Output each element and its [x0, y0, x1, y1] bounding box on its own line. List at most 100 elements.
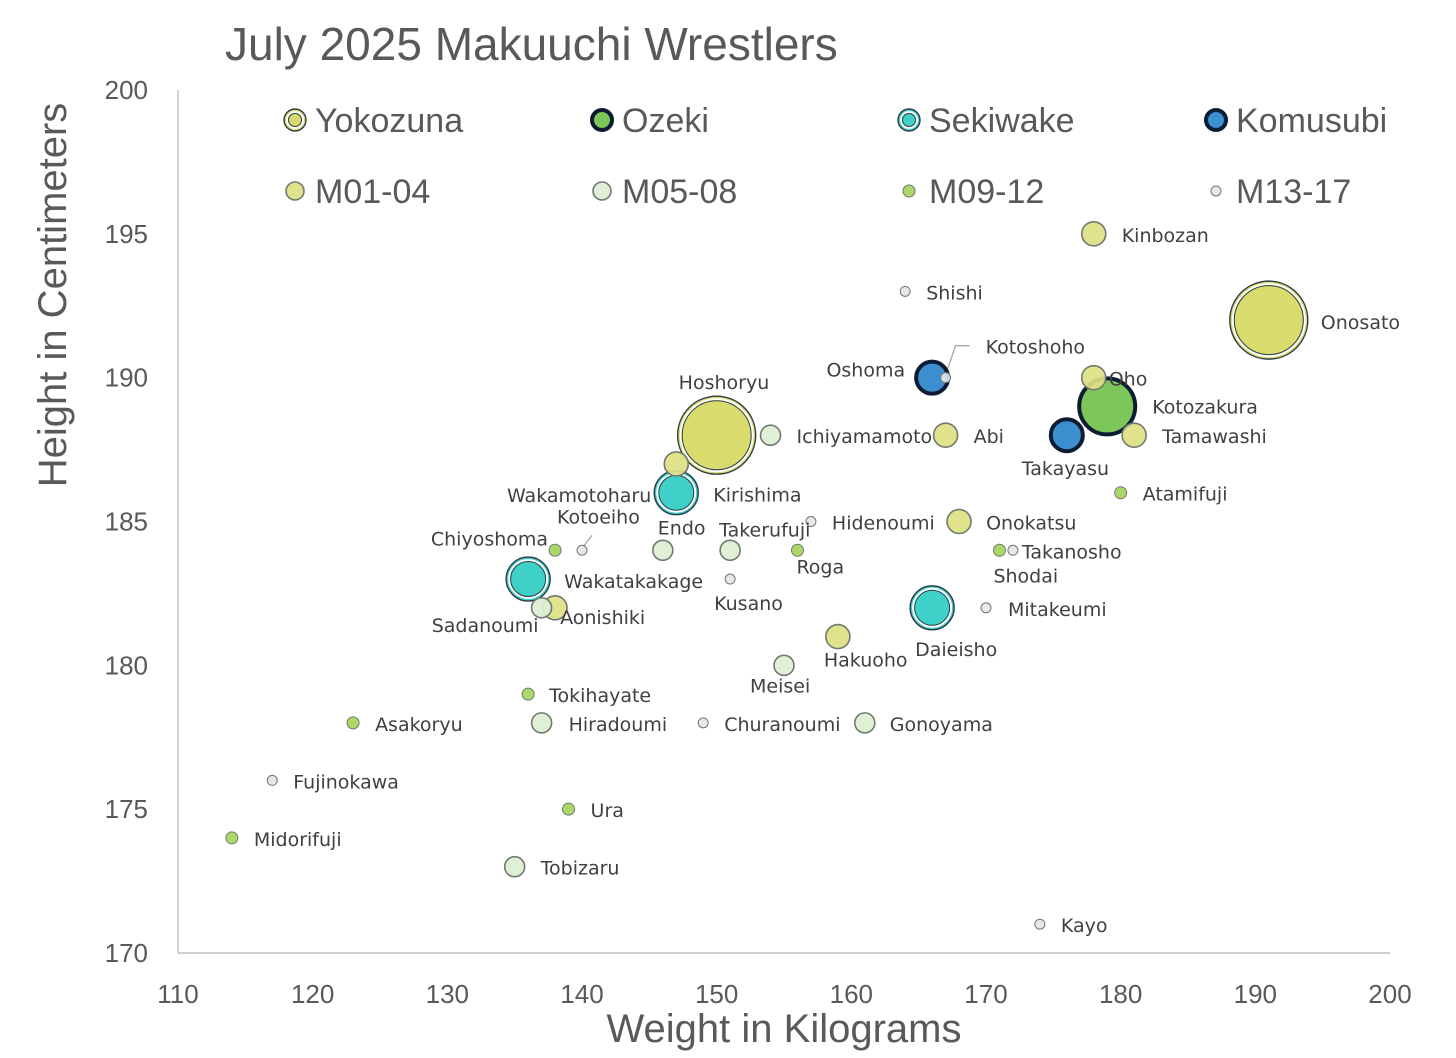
point-daieisho [909, 585, 955, 631]
y-tick-label: 175 [105, 794, 148, 824]
point-label-kayo: Kayo [1061, 915, 1108, 937]
point-label-tobizaru: Tobizaru [540, 858, 620, 880]
legend-label-sekiwake: Sekiwake [929, 102, 1075, 140]
point-ura [562, 802, 576, 816]
point-chiyoshoma [548, 543, 562, 557]
point-label-gonoyama: Gonoyama [890, 714, 993, 736]
point-label-asakoryu: Asakoryu [375, 714, 463, 736]
point-label-hiradoumi: Hiradoumi [569, 714, 668, 736]
y-axis-title: Height in Centimeters [31, 103, 75, 488]
point-label-midorifuji: Midorifuji [254, 829, 342, 851]
point-abi [932, 422, 959, 449]
point-label-churanoumi: Churanoumi [724, 714, 840, 736]
legend-marker-m05-08 [592, 181, 612, 201]
y-tick-label: 190 [105, 363, 148, 393]
x-tick-label: 110 [157, 979, 198, 1009]
point-label-daieisho: Daieisho [915, 639, 997, 661]
legend: Yokozuna Ozeki Sekiwake Komusubi M01-04 M05-0… [283, 102, 1387, 211]
axes [177, 90, 1390, 954]
point-shishi [899, 285, 911, 297]
legend-marker-komusubi [1204, 108, 1228, 132]
legend-marker-yokozuna [283, 108, 307, 132]
point-gonoyama [853, 712, 876, 734]
point-label-kirishima: Kirishima [713, 485, 801, 507]
point-wakamotoharu [663, 451, 690, 477]
point-label-fujinokawa: Fujinokawa [293, 771, 399, 793]
point-hiradoumi [530, 712, 553, 734]
point-label-onosato: Onosato [1321, 312, 1400, 334]
legend-marker-m01-04 [285, 181, 305, 201]
legend-label-m09-12: M09-12 [929, 173, 1044, 211]
legend-label-m01-04: M01-04 [315, 173, 430, 211]
y-tick-label: 195 [105, 219, 148, 249]
legend-label-komusubi: Komusubi [1236, 102, 1387, 140]
point-takayasu [1048, 417, 1085, 454]
point-wakatakakage [505, 556, 551, 602]
x-tick-label: 180 [1099, 979, 1142, 1009]
point-roga [790, 543, 804, 557]
legend-marker-m13-17 [1210, 185, 1222, 197]
point-label-sadanoumi: Sadanoumi [432, 615, 539, 637]
point-fujinokawa [266, 774, 278, 786]
point-midorifuji [225, 831, 239, 845]
data-points [225, 221, 1309, 930]
legend-marker-sekiwake [897, 108, 921, 132]
point-takerufuji [719, 539, 741, 562]
legend-marker-m09-12 [902, 184, 916, 198]
point-label-aonishiki: Aonishiki [560, 607, 645, 629]
leader-line-kotoshoho [944, 345, 970, 375]
point-label-meisei: Meisei [750, 675, 810, 697]
legend-item-m05-08: M05-08 [592, 173, 737, 211]
y-tick-label: 180 [105, 650, 148, 680]
point-label-takerufuji: Takerufuji [718, 519, 810, 541]
x-axis-title: Weight in Kilograms [607, 1007, 962, 1051]
point-kayo [1034, 918, 1046, 930]
legend-label-m13-17: M13-17 [1236, 173, 1351, 211]
point-hidenoumi [805, 516, 817, 527]
point-asakoryu [346, 716, 360, 730]
point-mitakeumi [980, 602, 992, 614]
point-label-takanosho: Takanosho [1021, 541, 1122, 563]
x-tick-label: 130 [426, 979, 469, 1009]
legend-item-m09-12: M09-12 [902, 173, 1044, 211]
point-label-takayasu: Takayasu [1021, 458, 1109, 480]
x-tick-label: 150 [695, 979, 738, 1009]
point-shodai [992, 543, 1006, 557]
y-tick-label: 200 [105, 75, 148, 105]
point-meisei [773, 654, 795, 677]
point-tamawashi [1121, 422, 1147, 449]
point-label-ichiyamamoto: Ichiyamamoto [797, 426, 933, 448]
y-tick-label: 170 [105, 938, 148, 968]
legend-item-sekiwake: Sekiwake [897, 102, 1075, 140]
point-onosato [1229, 280, 1309, 360]
point-kotoeiho [576, 544, 588, 556]
point-label-kotoeiho: Kotoeiho [557, 506, 640, 528]
point-oho [1080, 364, 1107, 391]
point-label-wakamotoharu: Wakamotoharu [507, 485, 651, 507]
chart-title: July 2025 Makuuchi Wrestlers [225, 18, 838, 70]
point-sadanoumi [530, 596, 553, 619]
tick-labels: 110 120 130 140 150 160 170 180 190 200 170 175 180 1… [105, 75, 1412, 1009]
point-onokatsu [946, 508, 972, 535]
x-tick-label: 190 [1234, 979, 1277, 1009]
point-label-tokihayate: Tokihayate [548, 685, 651, 707]
point-endo [651, 539, 674, 562]
point-label-chiyoshoma: Chiyoshoma [431, 528, 548, 550]
legend-item-komusubi: Komusubi [1204, 102, 1387, 140]
point-label-kusano: Kusano [714, 593, 783, 615]
x-tick-label: 200 [1368, 979, 1411, 1009]
point-kotozakura [1077, 376, 1138, 437]
legend-label-yokozuna: Yokozuna [315, 102, 463, 140]
legend-item-ozeki: Ozeki [590, 102, 709, 140]
point-tobizaru [503, 855, 526, 878]
point-label-ura: Ura [591, 800, 624, 822]
point-label-hidenoumi: Hidenoumi [832, 513, 935, 535]
x-tick-label: 120 [291, 979, 334, 1009]
point-kirishima [653, 470, 699, 516]
point-label-mitakeumi: Mitakeumi [1008, 599, 1107, 621]
legend-label-ozeki: Ozeki [622, 102, 709, 140]
point-label-roga: Roga [796, 556, 844, 578]
point-label-oho: Oho [1109, 369, 1148, 391]
point-kinbozan [1080, 221, 1107, 247]
point-kusano [724, 573, 736, 585]
